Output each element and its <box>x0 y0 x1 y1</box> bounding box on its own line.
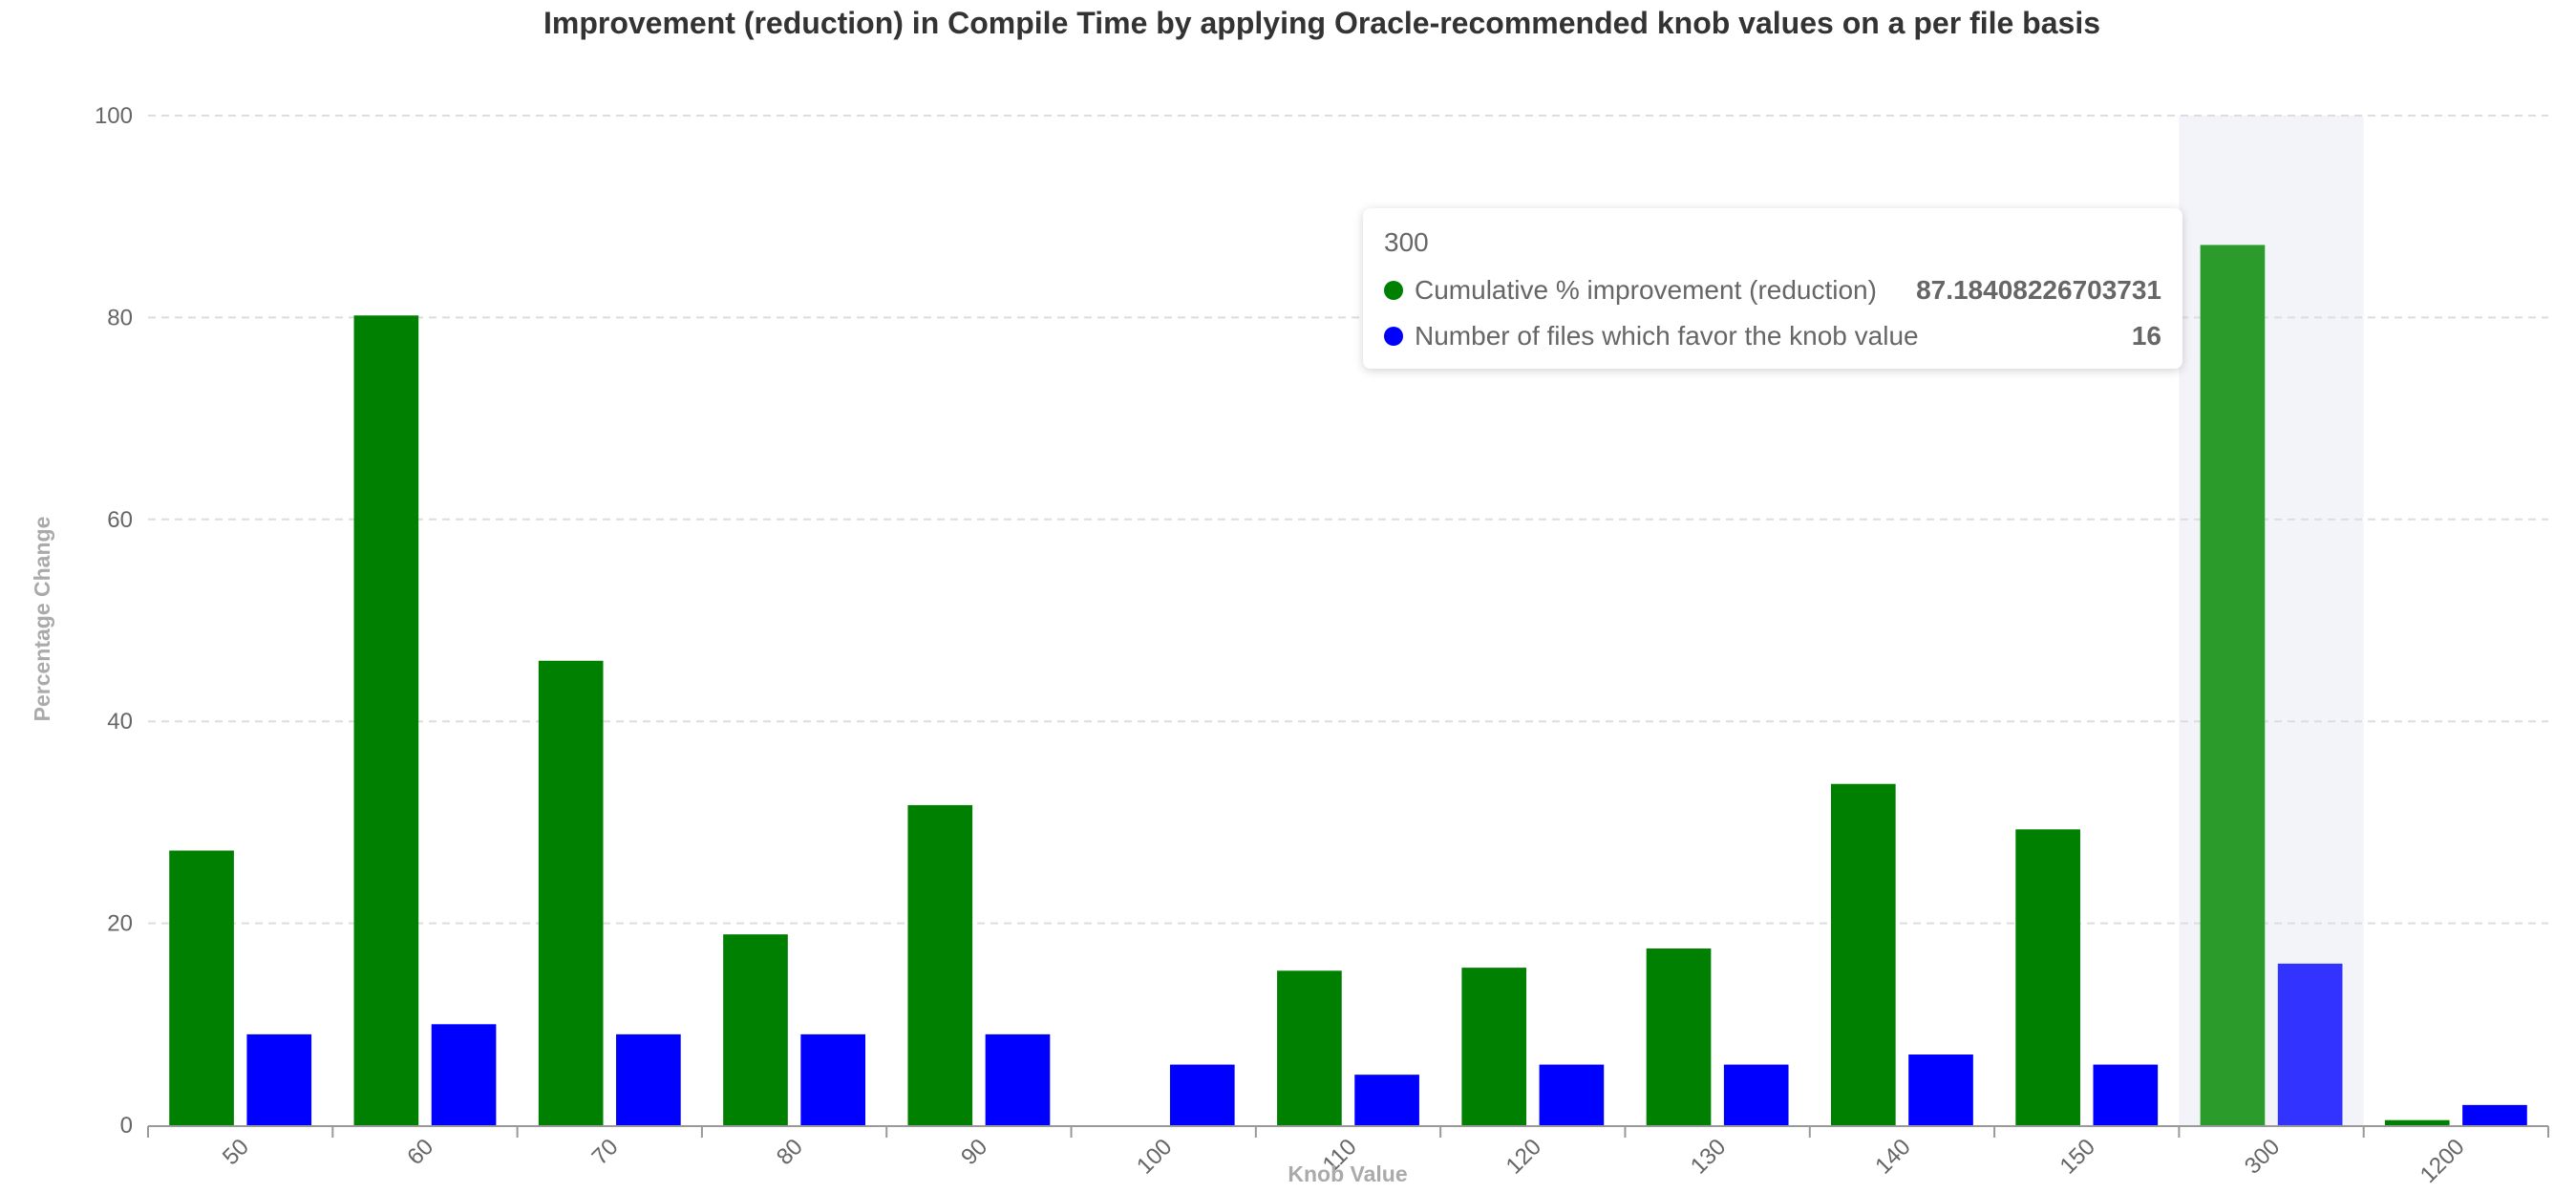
x-tick-label: 1200 <box>2416 1134 2470 1188</box>
y-axis-title: Percentage Change <box>30 517 54 722</box>
bar-cumulative-improvement[interactable] <box>169 850 234 1125</box>
x-axis-title: Knob Value <box>1288 1161 1407 1186</box>
tooltip-series-value: 87.18408226703731 <box>1916 275 2161 305</box>
chart-tooltip: 300 Cumulative % improvement (reduction)… <box>1363 208 2182 369</box>
x-tick-label: 300 <box>2240 1134 2285 1179</box>
bar-cumulative-improvement[interactable] <box>723 934 788 1125</box>
x-tick-label: 90 <box>956 1134 992 1170</box>
bar-file-count[interactable] <box>1908 1055 1973 1125</box>
bar-cumulative-improvement[interactable] <box>2200 245 2266 1126</box>
bar-file-count[interactable] <box>1723 1064 1789 1125</box>
x-tick-label: 60 <box>402 1134 438 1170</box>
bar-file-count[interactable] <box>1539 1064 1605 1125</box>
y-tick-label: 100 <box>95 103 133 129</box>
series-dot-icon <box>1384 281 1403 300</box>
bar-cumulative-improvement[interactable] <box>1646 948 1712 1125</box>
bar-cumulative-improvement[interactable] <box>1830 783 1896 1125</box>
bar-cumulative-improvement[interactable] <box>2384 1119 2450 1125</box>
bar-file-count[interactable] <box>2462 1104 2527 1125</box>
y-tick-label: 80 <box>107 305 133 330</box>
x-tick-label: 120 <box>1501 1134 1546 1179</box>
bar-file-count[interactable] <box>985 1033 1051 1125</box>
tooltip-series-value: 16 <box>2131 321 2161 351</box>
bar-file-count[interactable] <box>616 1033 681 1125</box>
tooltip-category: 300 <box>1384 227 1429 257</box>
bar-file-count[interactable] <box>1354 1075 1419 1125</box>
x-tick-label: 70 <box>587 1134 624 1170</box>
tooltip-row-cumulative: Cumulative % improvement (reduction) 87.… <box>1384 267 2161 313</box>
bar-file-count[interactable] <box>2277 963 2343 1125</box>
tooltip-series-name: Number of files which favor the knob val… <box>1415 321 1919 351</box>
chart-title: Improvement (reduction) in Compile Time … <box>543 6 2100 40</box>
x-tick-label: 50 <box>218 1134 254 1170</box>
x-tick-label: 100 <box>1132 1134 1177 1179</box>
bar-cumulative-improvement[interactable] <box>1277 970 1342 1125</box>
y-tick-label: 20 <box>107 911 133 937</box>
series-dot-icon <box>1384 327 1403 346</box>
y-tick-label: 0 <box>120 1113 133 1139</box>
tooltip-series-name: Cumulative % improvement (reduction) <box>1415 275 1877 305</box>
x-tick-label: 130 <box>1686 1134 1731 1179</box>
bar-cumulative-improvement[interactable] <box>538 660 604 1125</box>
bar-file-count[interactable] <box>431 1024 497 1125</box>
x-tick-label: 140 <box>1870 1134 1915 1179</box>
tooltip-row-files: Number of files which favor the knob val… <box>1384 313 2161 359</box>
x-tick-label: 80 <box>772 1134 808 1170</box>
y-tick-label: 40 <box>107 709 133 735</box>
bar-cumulative-improvement[interactable] <box>1461 968 1527 1125</box>
bar-cumulative-improvement[interactable] <box>907 804 973 1125</box>
bar-file-count[interactable] <box>1169 1064 1235 1125</box>
bar-file-count[interactable] <box>2093 1064 2159 1125</box>
y-tick-label: 60 <box>107 507 133 533</box>
bar-file-count[interactable] <box>800 1033 866 1125</box>
bar-cumulative-improvement[interactable] <box>2015 829 2080 1125</box>
bar-file-count[interactable] <box>246 1033 312 1125</box>
x-tick-label: 150 <box>2055 1134 2100 1179</box>
bar-cumulative-improvement[interactable] <box>353 315 419 1125</box>
